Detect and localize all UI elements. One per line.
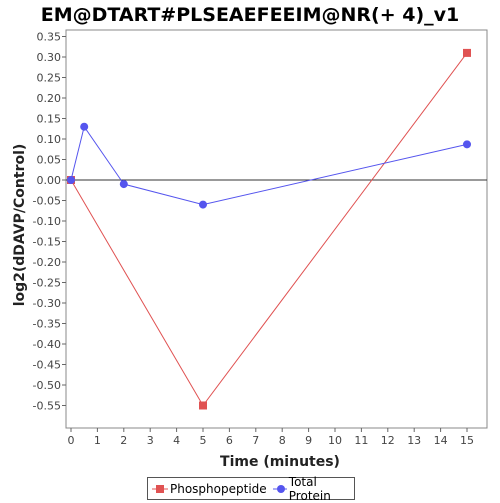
legend-label-phosphopeptide: Phosphopeptide: [170, 481, 267, 496]
y-tick-label: 0.25: [37, 72, 62, 85]
data-point-total-protein: [119, 180, 128, 189]
x-tick-label: 10: [328, 434, 342, 447]
x-tick-label: 1: [94, 434, 101, 447]
x-tick-label: 6: [226, 434, 233, 447]
x-tick-label: 14: [434, 434, 448, 447]
x-tick-label: 13: [407, 434, 421, 447]
data-point-total-protein: [199, 200, 207, 209]
data-point-total-protein: [67, 176, 75, 184]
y-tick-label: -0.20: [33, 256, 61, 269]
y-tick-label: -0.50: [33, 379, 61, 392]
x-tick-label: 2: [120, 434, 127, 447]
data-point-phosphopeptide: [463, 48, 471, 57]
y-tick-label: -0.25: [33, 277, 61, 290]
y-tick-label: -0.30: [33, 297, 61, 310]
y-tick-label: 0.00: [37, 174, 62, 187]
data-point-phosphopeptide: [199, 401, 207, 410]
x-tick-label: 9: [305, 434, 312, 447]
y-tick-label: -0.45: [33, 359, 61, 372]
y-tick-label: 0.10: [37, 133, 62, 146]
y-tick-label: 0.30: [37, 51, 62, 64]
legend-label-total-protein: Total Protein: [288, 474, 331, 503]
y-tick-label: -0.10: [33, 215, 61, 228]
legend: Phosphopeptide Total Protein: [147, 474, 355, 503]
data-point-total-protein: [80, 122, 89, 131]
x-tick-label: 5: [200, 434, 207, 447]
square-marker-icon: [152, 484, 168, 493]
plot-area: 0.35 0.30 0.25 0.20 0.15 0.10 0.05 0.00 -0.05 -0.…: [33, 29, 488, 447]
y-tick-label: 0.35: [37, 31, 62, 44]
y-tick-label: -0.55: [33, 400, 61, 413]
legend-item-total-protein: Total Protein: [272, 474, 354, 503]
x-tick-label: 7: [252, 434, 259, 447]
y-tick-label: -0.35: [33, 318, 61, 331]
x-tick-label: 12: [381, 434, 395, 447]
x-tick-label: 3: [147, 434, 154, 447]
plot-frame: [65, 29, 488, 429]
y-tick-label: 0.15: [37, 113, 62, 126]
x-tick-label: 8: [279, 434, 286, 447]
y-tick-label: -0.05: [33, 195, 61, 208]
y-tick-label: 0.05: [37, 154, 62, 167]
y-tick-label: -0.15: [33, 236, 61, 249]
y-tick-label: -0.40: [33, 338, 61, 351]
x-tick-label: 0: [68, 434, 75, 447]
y-axis-label: log2(dDAVP/Control): [12, 144, 28, 307]
y-tick-label: 0.20: [37, 92, 62, 105]
data-point-total-protein: [463, 140, 471, 149]
x-axis-label: Time (minutes): [220, 454, 340, 470]
x-tick-label: 4: [173, 434, 180, 447]
x-tick-label: 11: [354, 434, 368, 447]
chart-title: EM@DTART#PLSEAEFEEIM@NR(+ 4)_v1: [40, 4, 460, 26]
circle-marker-icon: [272, 484, 287, 493]
x-tick-label: 15: [460, 434, 474, 447]
legend-item-phosphopeptide: Phosphopeptide: [152, 482, 267, 496]
